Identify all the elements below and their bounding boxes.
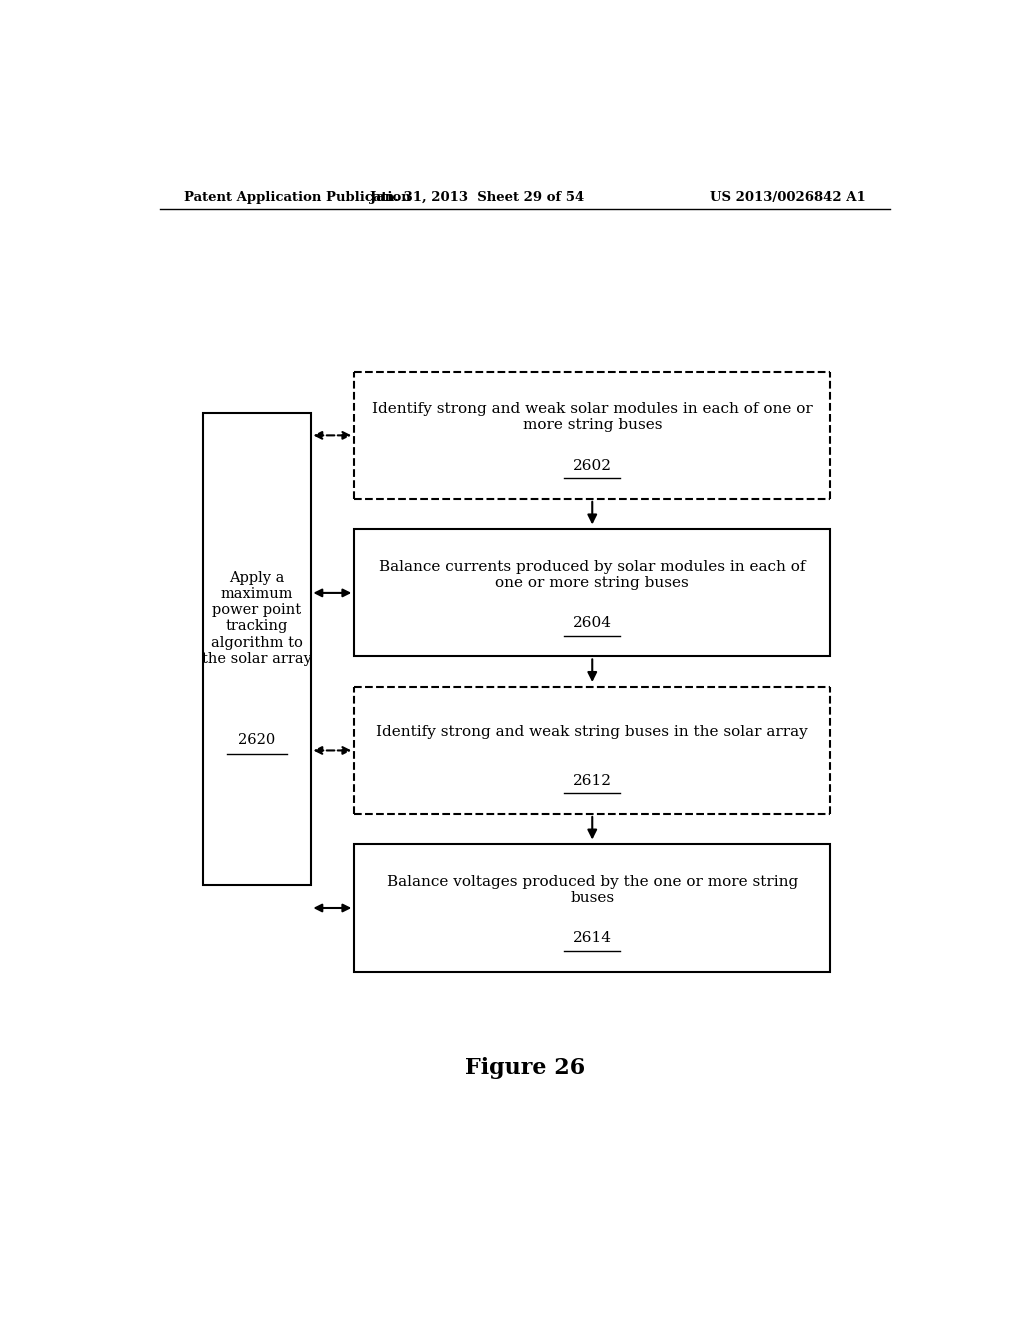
- Text: 2620: 2620: [239, 734, 275, 747]
- Bar: [354, 529, 830, 656]
- Text: 2604: 2604: [572, 616, 611, 631]
- Text: Jan. 31, 2013  Sheet 29 of 54: Jan. 31, 2013 Sheet 29 of 54: [370, 190, 585, 203]
- Text: Identify strong and weak string buses in the solar array: Identify strong and weak string buses in…: [377, 725, 808, 739]
- Text: 2614: 2614: [572, 932, 611, 945]
- Text: US 2013/0026842 A1: US 2013/0026842 A1: [711, 190, 866, 203]
- Text: Apply a
maximum
power point
tracking
algorithm to
the solar array: Apply a maximum power point tracking alg…: [202, 570, 312, 665]
- Text: Patent Application Publication: Patent Application Publication: [183, 190, 411, 203]
- Text: Balance currents produced by solar modules in each of
one or more string buses: Balance currents produced by solar modul…: [379, 560, 806, 590]
- Text: Identify strong and weak solar modules in each of one or
more string buses: Identify strong and weak solar modules i…: [372, 403, 813, 432]
- Bar: [354, 845, 830, 972]
- Bar: [204, 413, 310, 886]
- Text: 2612: 2612: [572, 774, 611, 788]
- Text: Figure 26: Figure 26: [465, 1057, 585, 1078]
- Text: Balance voltages produced by the one or more string
buses: Balance voltages produced by the one or …: [387, 875, 798, 904]
- Text: 2602: 2602: [572, 459, 611, 473]
